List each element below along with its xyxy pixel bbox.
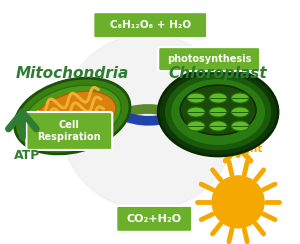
Ellipse shape <box>187 93 205 103</box>
Ellipse shape <box>209 121 227 131</box>
Text: Sunlight: Sunlight <box>213 144 263 154</box>
Text: Chloroplast: Chloroplast <box>169 66 267 81</box>
FancyBboxPatch shape <box>26 112 112 150</box>
Ellipse shape <box>23 85 121 147</box>
Ellipse shape <box>231 93 249 103</box>
Text: Cell
Respiration: Cell Respiration <box>38 120 101 142</box>
Ellipse shape <box>231 121 249 131</box>
Ellipse shape <box>231 107 249 117</box>
Ellipse shape <box>15 78 130 154</box>
FancyBboxPatch shape <box>116 206 192 232</box>
Ellipse shape <box>187 121 205 131</box>
Ellipse shape <box>187 107 205 117</box>
Ellipse shape <box>164 73 272 151</box>
FancyBboxPatch shape <box>93 12 207 38</box>
Ellipse shape <box>209 93 227 103</box>
FancyArrowPatch shape <box>226 147 250 161</box>
Text: Mitochondria: Mitochondria <box>16 66 129 81</box>
Text: CO₂+H₂O: CO₂+H₂O <box>127 214 182 224</box>
Ellipse shape <box>209 107 227 117</box>
FancyArrowPatch shape <box>77 109 213 142</box>
Text: ATP: ATP <box>14 150 41 163</box>
FancyBboxPatch shape <box>158 47 260 71</box>
FancyArrowPatch shape <box>8 112 36 137</box>
Ellipse shape <box>171 79 265 145</box>
Ellipse shape <box>180 85 256 135</box>
Ellipse shape <box>158 68 278 156</box>
Text: photosynthesis: photosynthesis <box>167 54 251 64</box>
Circle shape <box>212 176 264 228</box>
Polygon shape <box>60 34 236 210</box>
Text: C₆H₁₂O₆ + H₂O: C₆H₁₂O₆ + H₂O <box>110 20 191 30</box>
FancyArrowPatch shape <box>85 88 218 121</box>
Ellipse shape <box>33 91 116 141</box>
